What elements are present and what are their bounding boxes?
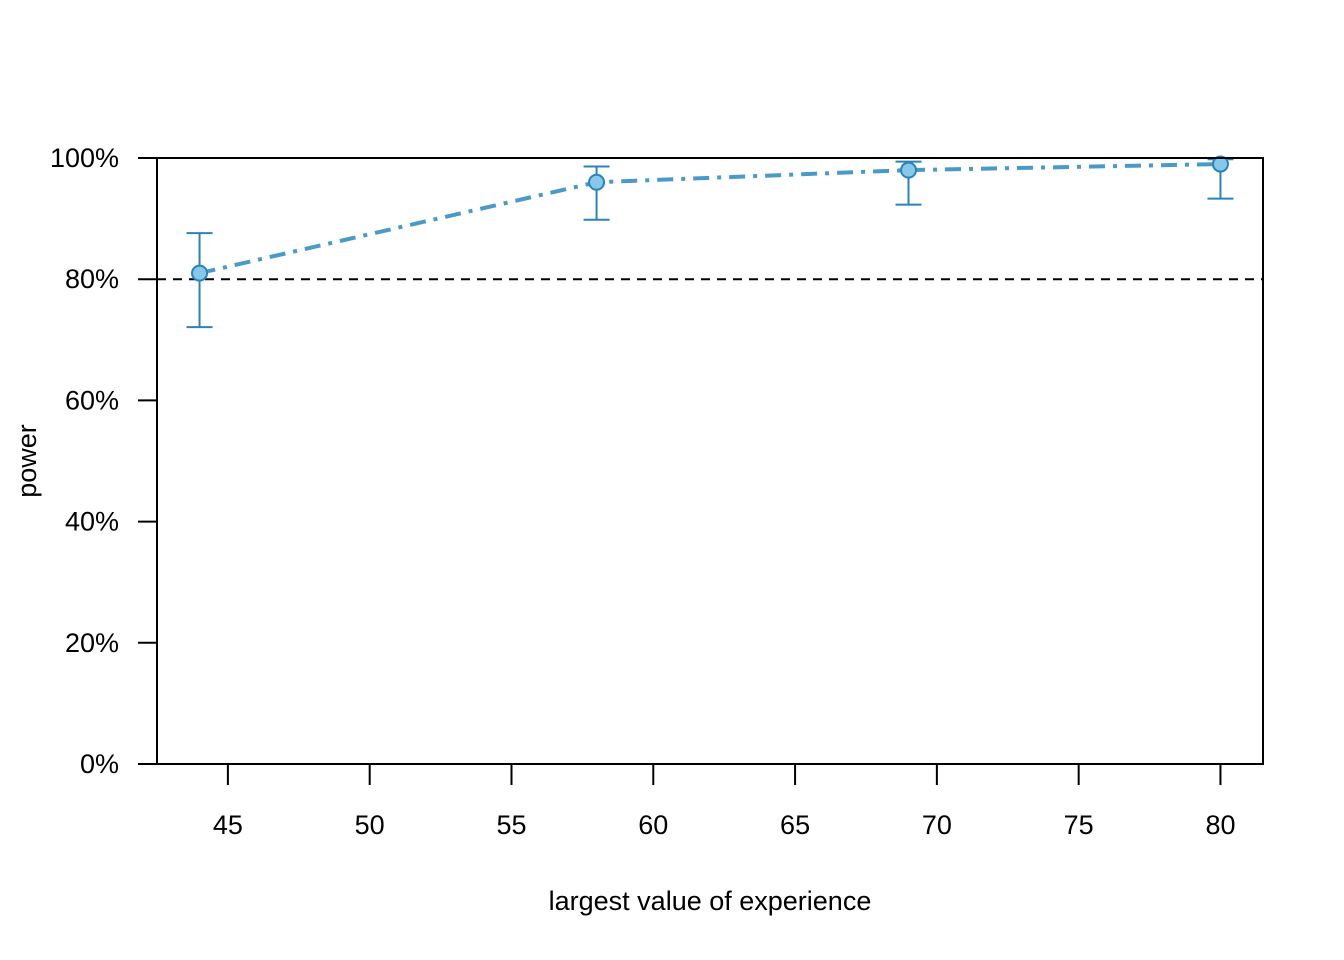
x-tick-label: 70 xyxy=(922,810,952,840)
plot-frame xyxy=(156,157,1264,765)
y-tick-label: 40% xyxy=(65,507,119,537)
y-axis-title: power xyxy=(12,424,42,498)
x-tick-label: 65 xyxy=(780,810,810,840)
series-line xyxy=(199,162,1221,276)
y-tick-label: 100% xyxy=(50,143,119,173)
x-tick-label: 80 xyxy=(1205,810,1235,840)
x-axis-title: largest value of experience xyxy=(549,886,872,916)
data-point xyxy=(588,173,606,191)
y-tick-label: 20% xyxy=(65,628,119,658)
data-point xyxy=(900,161,918,179)
x-tick-label: 45 xyxy=(213,810,243,840)
data-point xyxy=(1211,155,1229,173)
series-layer xyxy=(186,155,1234,329)
y-tick-label: 60% xyxy=(65,385,119,415)
x-tick-label: 50 xyxy=(355,810,385,840)
x-tick-label: 60 xyxy=(638,810,668,840)
x-tick-label: 75 xyxy=(1064,810,1094,840)
y-tick-label: 0% xyxy=(80,749,119,779)
x-tick-label: 55 xyxy=(496,810,526,840)
axes-layer: 0% 20% 40% 60% 80% 100% 45 50 55 60 65 70 75 80 xyxy=(50,143,1264,840)
data-point xyxy=(191,264,209,282)
y-tick-label: 80% xyxy=(65,264,119,294)
